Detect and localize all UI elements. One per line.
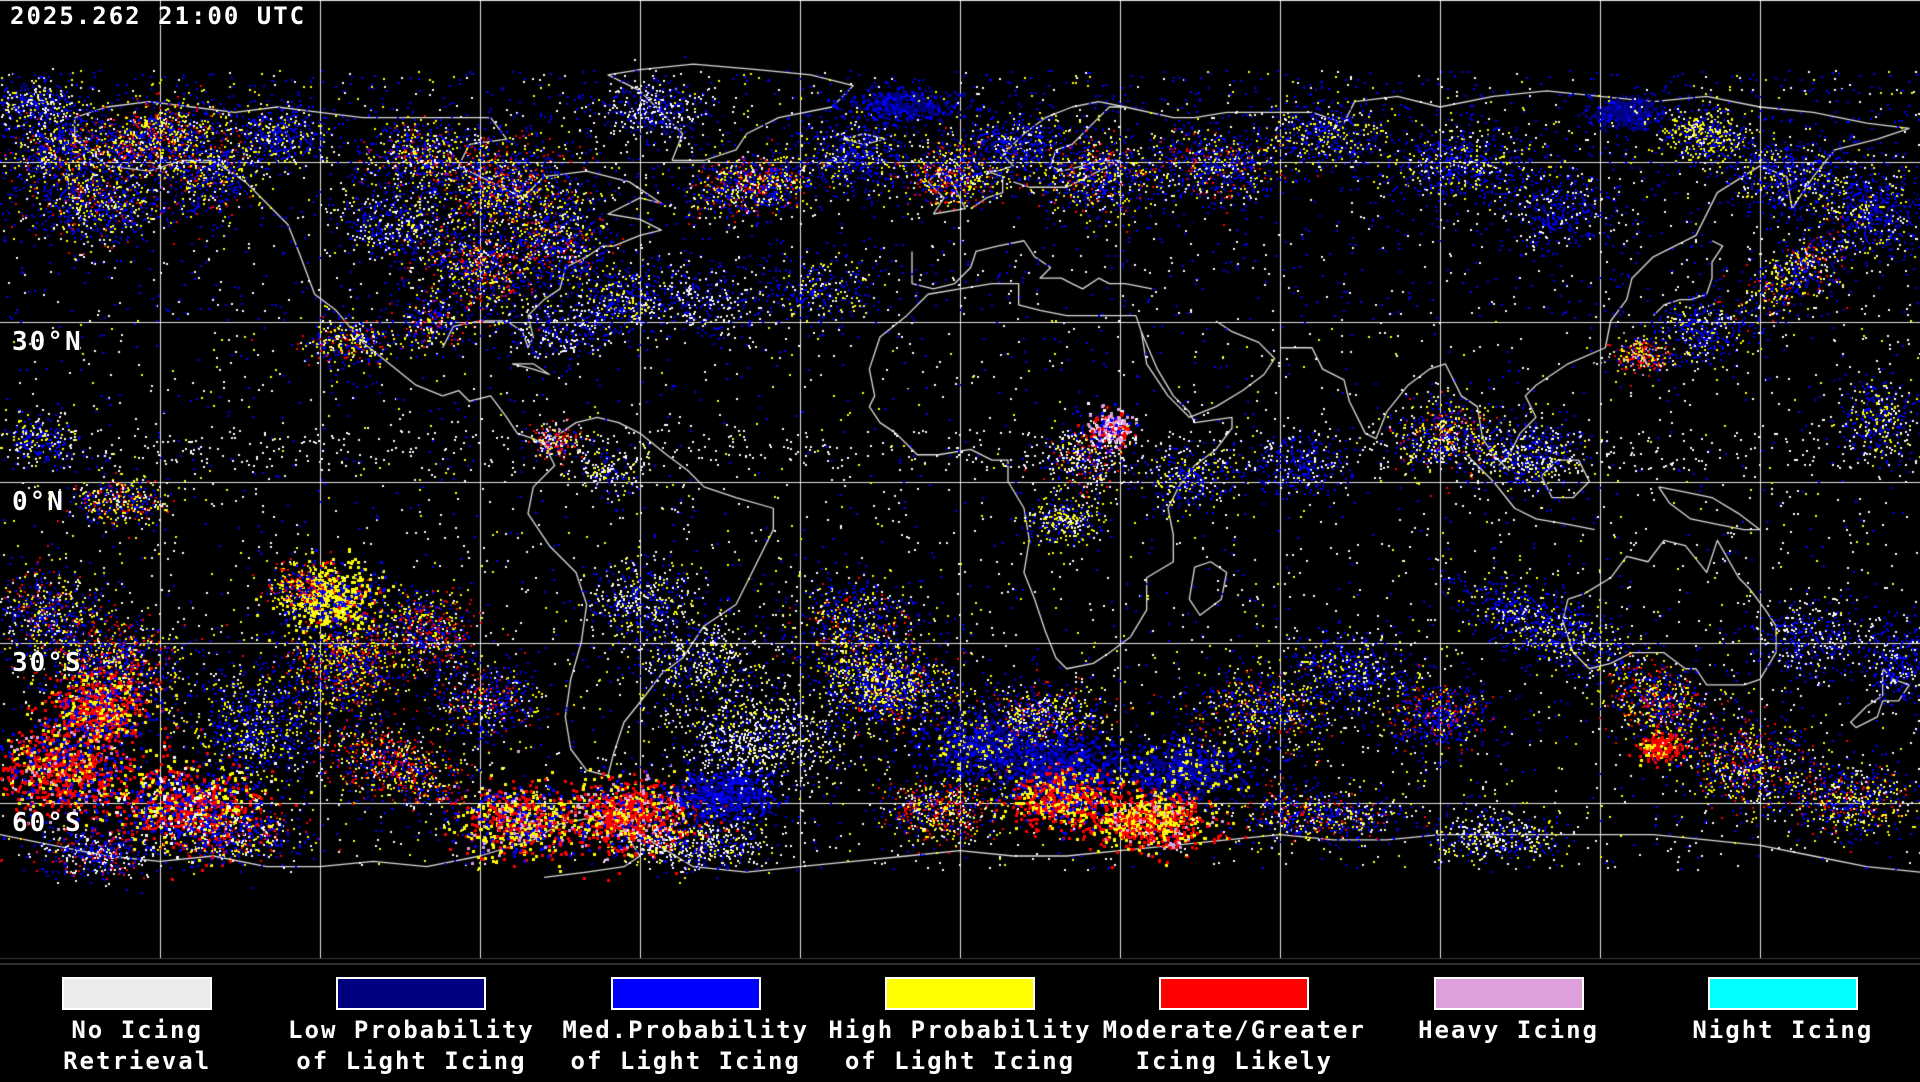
timestamp-label: 2025.262 21:00 UTC: [10, 2, 307, 30]
legend-item-med-prob-light-icing: Med.Probability of Light Icing: [549, 965, 823, 1082]
world-map-canvas: [0, 0, 1920, 963]
med-prob-light-icing-swatch: [610, 977, 761, 1010]
global-icing-map: 2025.262 21:00 UTC 30°N 0°N 30°S 60°S: [0, 0, 1920, 963]
no-icing-retrieval-label: No Icing: [71, 1016, 203, 1044]
lat-label-30N: 30°N: [12, 327, 83, 357]
legend-item-high-prob-light-icing: High Probability of Light Icing: [823, 965, 1097, 1082]
moderate-greater-icing-swatch: [1159, 977, 1310, 1010]
heavy-icing-label: Heavy Icing: [1418, 1016, 1600, 1044]
night-icing-label: Night Icing: [1692, 1016, 1874, 1044]
legend-item-moderate-greater-icing: Moderate/Greater Icing Likely: [1097, 965, 1371, 1082]
low-prob-light-icing-label: of Light Icing: [296, 1047, 527, 1075]
moderate-greater-icing-label: Moderate/Greater: [1102, 1016, 1366, 1044]
legend-item-no-icing-retrieval: No Icing Retrieval: [0, 965, 274, 1082]
low-prob-light-icing-swatch: [336, 977, 487, 1010]
high-prob-light-icing-label: of Light Icing: [844, 1047, 1076, 1075]
high-prob-light-icing-swatch: [884, 977, 1035, 1010]
no-icing-retrieval-swatch: [62, 977, 213, 1010]
med-prob-light-icing-label: Med.Probability: [562, 1016, 810, 1044]
lat-label-30S: 30°S: [12, 648, 83, 678]
legend-bar: No Icing Retrieval Low Probability of Light…: [0, 963, 1920, 1082]
lat-label-0N: 0°N: [12, 487, 65, 517]
moderate-greater-icing-label: Icing Likely: [1135, 1047, 1333, 1075]
high-prob-light-icing-label: High Probability: [828, 1016, 1092, 1044]
legend-item-low-prob-light-icing: Low Probability of Light Icing: [274, 965, 548, 1082]
lat-label-60S: 60°S: [12, 808, 83, 838]
med-prob-light-icing-label: of Light Icing: [570, 1047, 801, 1075]
no-icing-retrieval-label: Retrieval: [63, 1047, 212, 1075]
heavy-icing-swatch: [1433, 977, 1584, 1010]
low-prob-light-icing-label: Low Probability: [288, 1016, 535, 1044]
legend-item-night-icing: Night Icing: [1646, 965, 1920, 1082]
legend-item-heavy-icing: Heavy Icing: [1371, 965, 1645, 1082]
night-icing-swatch: [1707, 977, 1858, 1010]
